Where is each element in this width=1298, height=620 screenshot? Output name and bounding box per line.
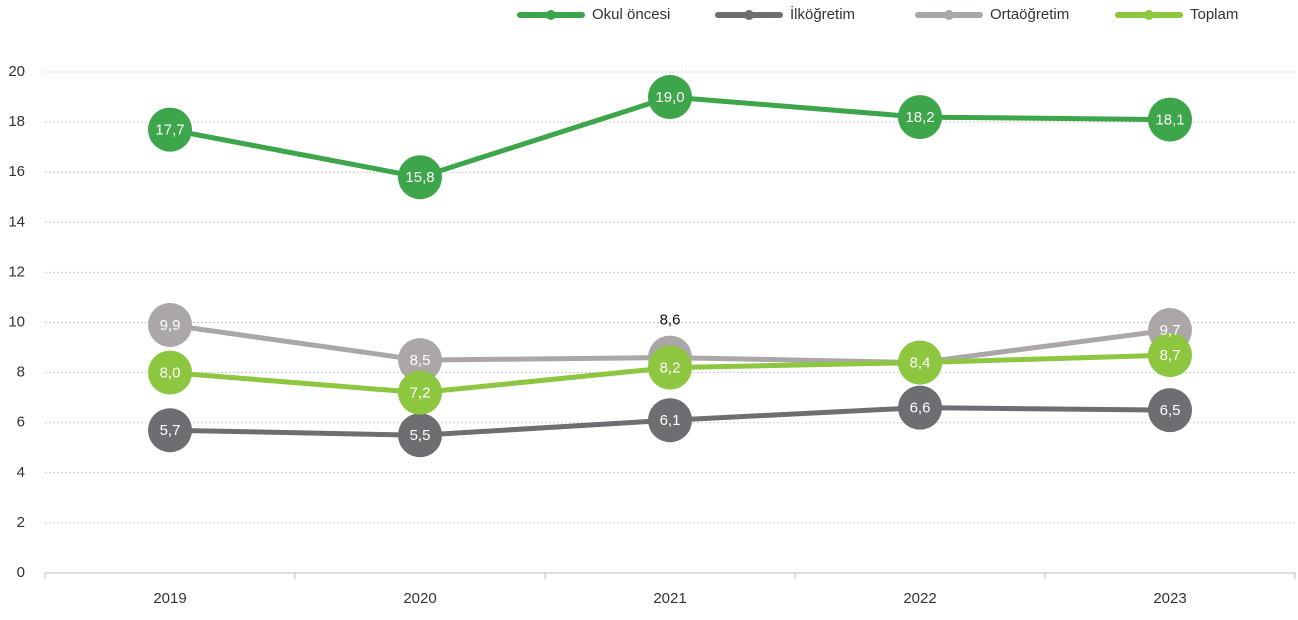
y-tick-label: 0 bbox=[17, 564, 25, 581]
y-tick-label: 20 bbox=[8, 63, 25, 80]
point bbox=[898, 340, 942, 385]
point bbox=[648, 75, 692, 120]
y-tick-label: 6 bbox=[17, 414, 25, 431]
point bbox=[1148, 97, 1192, 142]
legend-dot bbox=[744, 10, 754, 20]
y-tick-label: 12 bbox=[8, 263, 25, 280]
value-label: 15,8 bbox=[405, 169, 434, 186]
value-label: 18,2 bbox=[905, 109, 934, 126]
y-tick-label: 16 bbox=[8, 163, 25, 180]
x-tick-label: 2022 bbox=[903, 590, 936, 607]
value-label: 18,1 bbox=[1155, 112, 1184, 129]
x-tick-label: 2020 bbox=[403, 590, 436, 607]
point bbox=[648, 345, 692, 390]
point bbox=[898, 95, 942, 140]
point bbox=[398, 155, 442, 200]
x-tick-label: 2023 bbox=[1153, 590, 1186, 607]
value-label: 7,2 bbox=[410, 385, 431, 402]
value-label: 8,6 bbox=[660, 312, 681, 329]
point bbox=[648, 398, 692, 443]
value-label: 9,7 bbox=[1160, 322, 1181, 339]
y-tick-label: 8 bbox=[17, 364, 25, 381]
value-label: 8,7 bbox=[1160, 347, 1181, 364]
legend-dot bbox=[1144, 10, 1154, 20]
value-label: 6,1 bbox=[660, 412, 681, 429]
value-label: 19,0 bbox=[655, 89, 684, 106]
y-tick-label: 14 bbox=[8, 213, 25, 230]
legend-dot bbox=[944, 10, 954, 20]
y-tick-label: 10 bbox=[8, 313, 25, 330]
point bbox=[148, 303, 192, 348]
point bbox=[398, 370, 442, 415]
point bbox=[898, 385, 942, 430]
value-label: 9,9 bbox=[160, 317, 181, 334]
point bbox=[1148, 388, 1192, 433]
value-label: 8,5 bbox=[410, 352, 431, 369]
y-tick-label: 18 bbox=[8, 113, 25, 130]
point bbox=[148, 350, 192, 395]
point bbox=[148, 408, 192, 453]
value-label: 8,4 bbox=[910, 355, 931, 372]
legend-label: Okul öncesi bbox=[592, 6, 670, 23]
value-label: 5,5 bbox=[410, 427, 431, 444]
point bbox=[1148, 333, 1192, 378]
value-label: 8,2 bbox=[660, 360, 681, 377]
point bbox=[148, 107, 192, 152]
value-label: 6,5 bbox=[1160, 402, 1181, 419]
x-tick-label: 2021 bbox=[653, 590, 686, 607]
value-label: 6,6 bbox=[910, 400, 931, 417]
legend-label: İlköğretim bbox=[790, 5, 855, 23]
point bbox=[398, 413, 442, 458]
x-tick-label: 2019 bbox=[153, 590, 186, 607]
y-tick-label: 2 bbox=[17, 514, 25, 531]
value-label: 5,7 bbox=[160, 422, 181, 439]
point bbox=[398, 338, 442, 383]
y-tick-label: 4 bbox=[17, 464, 25, 481]
value-label: 17,7 bbox=[155, 122, 184, 139]
value-label: 8,0 bbox=[160, 365, 181, 382]
legend-label: Toplam bbox=[1190, 6, 1238, 23]
legend-label: Ortaöğretim bbox=[990, 6, 1069, 23]
legend-dot bbox=[546, 10, 556, 20]
